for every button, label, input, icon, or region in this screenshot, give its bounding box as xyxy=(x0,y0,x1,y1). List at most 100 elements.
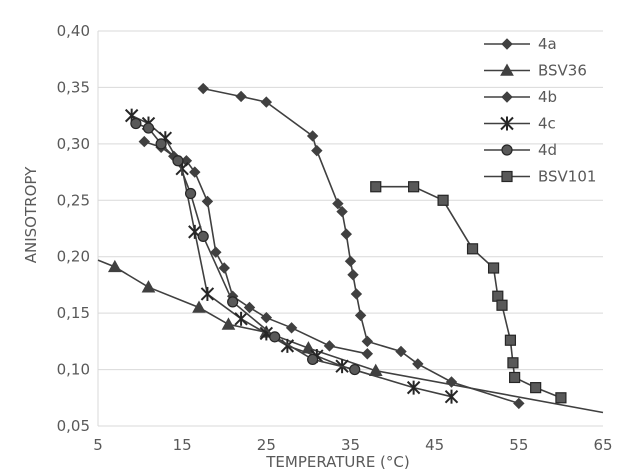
diamond-marker xyxy=(395,345,407,358)
circle-marker xyxy=(501,144,513,156)
circle-marker xyxy=(269,331,281,343)
y-tick-labels: 0,05 0,10 0,15 0,20 0,25 0,30 0,35 0,40 xyxy=(57,22,90,435)
diamond-marker xyxy=(513,397,525,410)
diamond-marker xyxy=(323,340,336,352)
square-marker xyxy=(509,371,521,384)
diamond-marker xyxy=(350,288,363,300)
x-tick-label: 55 xyxy=(509,436,528,454)
triangle-marker xyxy=(221,317,236,330)
circle-marker xyxy=(155,138,167,150)
series-bsv36 xyxy=(97,259,604,414)
star-marker xyxy=(200,286,215,301)
diamond-marker xyxy=(306,130,319,142)
legend-label: 4a xyxy=(538,35,557,53)
y-tick-label: 0,20 xyxy=(57,248,90,266)
diamond-marker xyxy=(332,197,344,210)
legend-item: 4b xyxy=(484,88,557,106)
legend-item: 4c xyxy=(484,115,556,133)
circle-marker xyxy=(307,353,319,366)
series-line xyxy=(135,122,355,371)
y-tick-label: 0,40 xyxy=(57,22,90,40)
series-4b xyxy=(138,135,374,360)
diamond-marker xyxy=(189,166,201,178)
square-marker xyxy=(507,357,519,369)
diamond-marker xyxy=(361,335,374,348)
legend-label: BSV36 xyxy=(538,62,587,80)
triangle-marker xyxy=(141,280,156,293)
x-tick-label: 45 xyxy=(425,436,444,454)
circle-marker xyxy=(349,363,361,376)
circle-marker xyxy=(227,296,239,308)
legend-label: 4c xyxy=(538,115,556,133)
legend-label: BSV101 xyxy=(538,168,596,186)
legend-item: 4d xyxy=(484,141,557,159)
circle-marker xyxy=(130,117,142,130)
diamond-marker xyxy=(354,309,367,322)
y-tick-label: 0,30 xyxy=(57,135,90,153)
star-marker xyxy=(234,311,248,326)
diamond-marker xyxy=(501,38,513,50)
x-tick-labels: 5 15 25 35 45 55 65 xyxy=(93,436,612,454)
diamond-marker xyxy=(210,246,222,258)
star-marker xyxy=(444,389,459,404)
square-marker xyxy=(504,334,517,346)
triangle-marker xyxy=(107,259,122,273)
star-marker xyxy=(406,380,421,395)
diamond-marker xyxy=(260,96,273,108)
diamond-marker xyxy=(336,205,348,218)
series-bsv101 xyxy=(370,181,567,404)
diamond-marker xyxy=(197,82,209,95)
diamond-marker xyxy=(285,322,298,334)
legend-item: BSV101 xyxy=(484,168,596,186)
y-tick-label: 0,15 xyxy=(57,304,90,322)
triangle-marker xyxy=(192,300,206,313)
circle-marker xyxy=(197,230,209,242)
legend-label: 4d xyxy=(538,141,557,159)
diamond-marker xyxy=(344,255,357,267)
square-marker xyxy=(370,181,382,193)
gridlines xyxy=(97,30,603,427)
y-tick-label: 0,10 xyxy=(57,361,90,379)
legend-item: BSV36 xyxy=(484,62,587,80)
square-marker xyxy=(408,181,420,193)
square-marker xyxy=(496,299,508,311)
x-tick-label: 35 xyxy=(341,436,360,454)
circle-marker xyxy=(172,155,184,167)
series-line xyxy=(97,259,604,414)
series-line xyxy=(375,185,562,399)
legend: 4a BSV36 4b 4c 4d BSV101 xyxy=(484,35,596,186)
y-axis-title: ANISOTROPY xyxy=(22,166,40,263)
diamond-marker xyxy=(501,91,513,103)
x-tick-label: 5 xyxy=(93,436,103,454)
diamond-marker xyxy=(243,301,256,314)
y-tick-label: 0,35 xyxy=(57,78,90,96)
series-group xyxy=(97,82,604,414)
x-tick-label: 15 xyxy=(173,436,192,454)
circle-marker xyxy=(142,122,155,134)
square-marker xyxy=(437,194,449,206)
square-marker xyxy=(530,382,542,394)
diamond-marker xyxy=(361,348,374,360)
diamond-marker xyxy=(260,311,273,324)
x-tick-label: 25 xyxy=(257,436,276,454)
square-marker xyxy=(487,262,500,274)
triangle-marker xyxy=(500,63,514,76)
x-axis-title: TEMPERATURE (°C) xyxy=(265,453,410,470)
diamond-marker xyxy=(340,228,352,240)
square-marker xyxy=(555,392,567,404)
square-marker xyxy=(501,170,513,183)
x-tick-label: 65 xyxy=(593,436,612,454)
y-tick-label: 0,05 xyxy=(57,417,90,435)
series-4a xyxy=(197,82,525,410)
legend-label: 4b xyxy=(538,88,557,106)
circle-marker xyxy=(184,187,197,200)
diamond-marker xyxy=(138,135,150,148)
legend-item: 4a xyxy=(484,35,557,53)
diamond-marker xyxy=(311,144,323,157)
diamond-marker xyxy=(218,262,230,274)
diamond-marker xyxy=(201,195,214,208)
diamond-marker xyxy=(412,358,424,370)
diamond-marker xyxy=(347,269,359,281)
diamond-marker xyxy=(235,90,247,103)
